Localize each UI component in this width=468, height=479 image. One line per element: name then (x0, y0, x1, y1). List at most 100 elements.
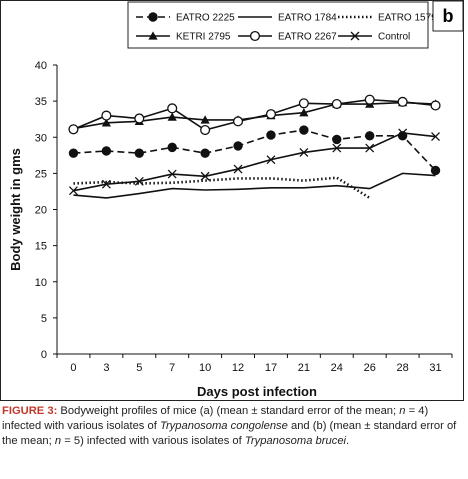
x-stroke (350, 31, 360, 41)
series-eatro-1784 (73, 172, 436, 199)
series-line (73, 98, 436, 131)
data-point-filled-circle (266, 130, 276, 140)
x-stroke (233, 164, 243, 174)
x-tick-label: 24 (331, 362, 343, 374)
x-tick-label: 12 (232, 362, 244, 374)
data-point-filled-circle (134, 148, 144, 158)
data-point-x (134, 176, 144, 186)
data-point-x (68, 186, 78, 196)
bodyweight-line-chart: EATRO 2225 EATRO 1784 EATRO 1579 KETRI 2795… (8, 0, 464, 399)
series-layer (68, 94, 441, 200)
caption-n-2: n (54, 435, 62, 447)
x-stroke (101, 179, 111, 189)
series-eatro-2225 (68, 125, 441, 176)
data-point-open-circle (298, 98, 309, 109)
y-tick-label: 40 (35, 60, 47, 72)
data-point-x (200, 171, 210, 181)
data-point-open-circle (265, 109, 277, 120)
data-point-x (365, 143, 375, 153)
x-tick-label: 10 (199, 362, 211, 374)
legend-entry: EATRO 2267 (238, 30, 337, 43)
data-point-x (398, 128, 408, 138)
data-point-x (350, 31, 360, 41)
data-point-triangle (148, 31, 158, 40)
data-point-filled-circle (365, 131, 375, 141)
data-point-filled-circle (430, 165, 441, 176)
data-point-open-circle (232, 116, 244, 127)
x-stroke (332, 143, 342, 153)
data-point-filled-circle (332, 134, 342, 145)
legend-entry: Control (338, 32, 410, 43)
data-point-filled-circle (101, 146, 112, 156)
data-point-x (167, 169, 177, 179)
x-stroke (398, 128, 408, 138)
x-tick-label: 5 (136, 362, 142, 374)
y-tick-label: 25 (35, 168, 47, 180)
legend-label: EATRO 2225 (176, 13, 235, 24)
data-point-filled-circle (68, 148, 79, 158)
x-stroke (68, 186, 78, 196)
data-point-triangle (101, 118, 111, 127)
data-point-x (431, 132, 441, 141)
data-point-filled-circle (167, 142, 177, 153)
legend-label: Control (378, 32, 410, 43)
data-point-open-circle (101, 110, 112, 121)
x-stroke (167, 169, 177, 179)
caption-text-2: = 4) infected with various isolates of (2, 405, 429, 432)
data-point-triangle (200, 115, 210, 124)
data-point-filled-circle (148, 12, 158, 22)
y-tick-label: 0 (41, 349, 47, 361)
x-tick-label: 21 (298, 362, 310, 374)
caption-species-1: Trypanosoma congolense (159, 420, 288, 432)
data-point-x (332, 143, 342, 153)
series-line (73, 176, 371, 200)
data-point-triangle (167, 112, 177, 121)
caption-text-3: and (b) (mean ± standard error of the me… (2, 420, 457, 447)
data-point-open-circle (397, 96, 408, 107)
series-line (73, 132, 436, 192)
legend-label: EATRO 2267 (278, 32, 337, 43)
data-point-x (299, 147, 309, 157)
legend-label: KETRI 2795 (176, 32, 231, 43)
x-stroke (365, 143, 375, 153)
legend-entry: EATRO 2225 (136, 12, 235, 24)
legend: EATRO 2225 EATRO 1784 EATRO 1579 KETRI 2795… (127, 1, 437, 49)
data-point-triangle (299, 108, 309, 117)
y-tick-label: 10 (35, 277, 47, 289)
data-point-x (233, 164, 243, 174)
x-stroke (134, 176, 144, 186)
legend-box (127, 1, 429, 49)
series-line (73, 129, 437, 172)
data-point-open-circle (167, 103, 178, 114)
series-line (73, 101, 436, 130)
x-tick-label: 17 (265, 362, 277, 374)
caption-text-5: . (346, 435, 350, 447)
series-ketri-2795 (68, 97, 441, 133)
x-stroke (299, 147, 309, 157)
legend-entry: KETRI 2795 (136, 31, 231, 43)
series-control (68, 128, 441, 196)
legend-label: EATRO 1784 (278, 13, 337, 24)
panel-letter: b (443, 6, 454, 26)
legend-label: EATRO 1579 (378, 13, 437, 24)
caption-label: FIGURE 3: (2, 405, 58, 417)
data-point-open-circle (249, 30, 261, 42)
data-point-x (101, 179, 111, 189)
figure-caption: FIGURE 3: Bodyweight profiles of mice (a… (2, 404, 464, 449)
x-tick-label: 3 (103, 362, 109, 374)
x-stroke (200, 171, 210, 181)
x-tick-label: 0 (70, 362, 76, 374)
data-point-open-circle (430, 100, 441, 111)
series-eatro-1579 (73, 176, 371, 200)
series-eatro-2267 (68, 94, 441, 136)
x-stroke (431, 132, 441, 141)
x-axis-title: Days post infection (197, 384, 317, 399)
y-tick-label: 5 (41, 313, 47, 325)
data-point-x (266, 155, 276, 165)
y-tick-label: 35 (35, 96, 47, 108)
y-tick-label: 20 (35, 205, 47, 217)
caption-text-4: = 5) infected with various isolates of (61, 435, 245, 447)
x-stroke (266, 155, 276, 165)
data-point-open-circle (134, 113, 145, 124)
data-point-open-circle (331, 98, 342, 110)
